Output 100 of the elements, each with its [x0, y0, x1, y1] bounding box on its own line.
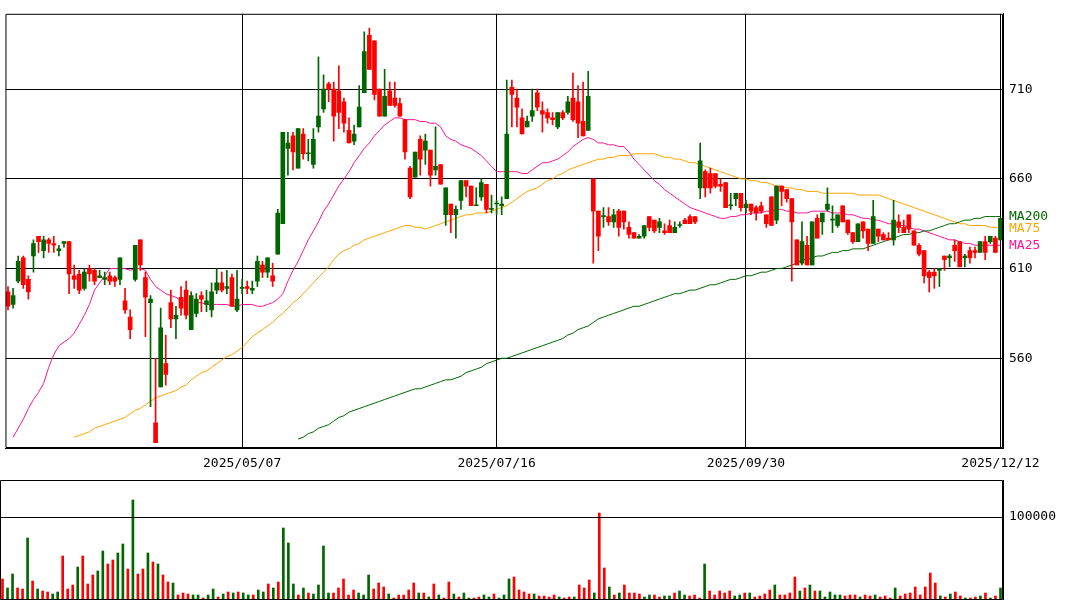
- bar: [6, 587, 9, 600]
- bar: [1, 578, 4, 600]
- text: 100000: [1009, 508, 1056, 524]
- bar: [923, 586, 927, 600]
- bar: [66, 588, 70, 600]
- candlestick: [249, 280, 255, 295]
- bar: [342, 578, 345, 600]
- bar: [106, 563, 110, 600]
- y-tick-label: 660: [1009, 170, 1033, 186]
- candlestick: [962, 253, 968, 268]
- bar: [332, 592, 335, 600]
- bar: [673, 592, 676, 600]
- bar: [236, 591, 240, 600]
- bar: [623, 584, 626, 600]
- bar: [597, 512, 601, 600]
- bar: [91, 574, 95, 600]
- x-tick-label: 2025/12/12: [961, 455, 1040, 471]
- bar: [577, 584, 581, 600]
- bar: [11, 573, 14, 600]
- bar: [302, 587, 305, 600]
- bar: [337, 587, 340, 600]
- bar: [718, 590, 721, 600]
- y-tick-label: 560: [1009, 349, 1033, 365]
- bar: [56, 591, 59, 600]
- bar: [628, 592, 631, 600]
- bar: [76, 566, 80, 600]
- bar: [292, 583, 295, 600]
- bar: [382, 586, 385, 600]
- bar: [592, 592, 596, 600]
- bar: [633, 592, 636, 600]
- bar: [266, 583, 270, 600]
- bar: [933, 582, 937, 600]
- bar: [96, 570, 100, 600]
- bar: [256, 589, 260, 600]
- bar: [31, 580, 34, 600]
- bar: [231, 592, 235, 600]
- bar: [893, 587, 897, 600]
- bar: [407, 589, 411, 600]
- bar: [587, 579, 591, 600]
- bar: [271, 587, 275, 600]
- bar: [723, 592, 726, 600]
- bar: [277, 581, 280, 600]
- bar: [307, 592, 310, 600]
- bar: [954, 591, 957, 600]
- bar: [678, 590, 681, 600]
- bar: [728, 590, 732, 600]
- y-tick-label: 710: [1009, 80, 1033, 96]
- bar: [908, 592, 912, 600]
- bar: [582, 587, 586, 600]
- bar: [81, 555, 85, 600]
- bar: [602, 567, 606, 600]
- bar: [703, 563, 706, 600]
- candlestick: [473, 187, 479, 207]
- x-tick-label: 2025/07/16: [457, 455, 536, 471]
- x-tick-label: 2025/05/07: [202, 455, 282, 471]
- bar: [357, 592, 360, 600]
- bar: [317, 584, 320, 600]
- candlestick: [931, 268, 937, 289]
- candlestick: [244, 280, 250, 295]
- bar: [708, 590, 711, 600]
- bar: [327, 592, 330, 600]
- bar: [417, 592, 421, 600]
- bar: [41, 590, 44, 600]
- bar: [999, 587, 1002, 600]
- bar: [322, 545, 325, 600]
- candlestick: [728, 192, 734, 210]
- bar: [36, 588, 39, 600]
- bar: [261, 591, 265, 600]
- candlestick: [529, 88, 535, 122]
- bar: [432, 583, 436, 600]
- bar: [768, 589, 772, 600]
- bar: [282, 527, 285, 600]
- bar: [913, 586, 917, 600]
- bar: [46, 591, 49, 600]
- bar: [984, 592, 987, 600]
- bar: [367, 574, 370, 600]
- bar: [71, 584, 75, 600]
- bar: [21, 588, 24, 600]
- bar: [412, 582, 416, 600]
- bar: [773, 584, 777, 600]
- bar: [61, 555, 65, 600]
- bar: [101, 550, 105, 600]
- bar: [86, 583, 90, 600]
- bar: [422, 592, 426, 600]
- bar: [607, 586, 611, 600]
- bar: [26, 537, 29, 600]
- series-label: MA25: [1009, 236, 1041, 252]
- bar: [372, 588, 375, 600]
- x-tick-label: 2025/09/30: [706, 455, 786, 471]
- bar: [241, 592, 245, 600]
- y-tick-label: 610: [1009, 259, 1033, 275]
- candlestick: [224, 270, 230, 295]
- bar: [748, 592, 752, 600]
- bar: [743, 592, 747, 600]
- bar: [16, 587, 19, 600]
- bar: [618, 592, 621, 600]
- bar: [226, 591, 230, 600]
- candlestick: [163, 334, 169, 386]
- bar: [287, 542, 290, 600]
- candlestick: [239, 279, 245, 295]
